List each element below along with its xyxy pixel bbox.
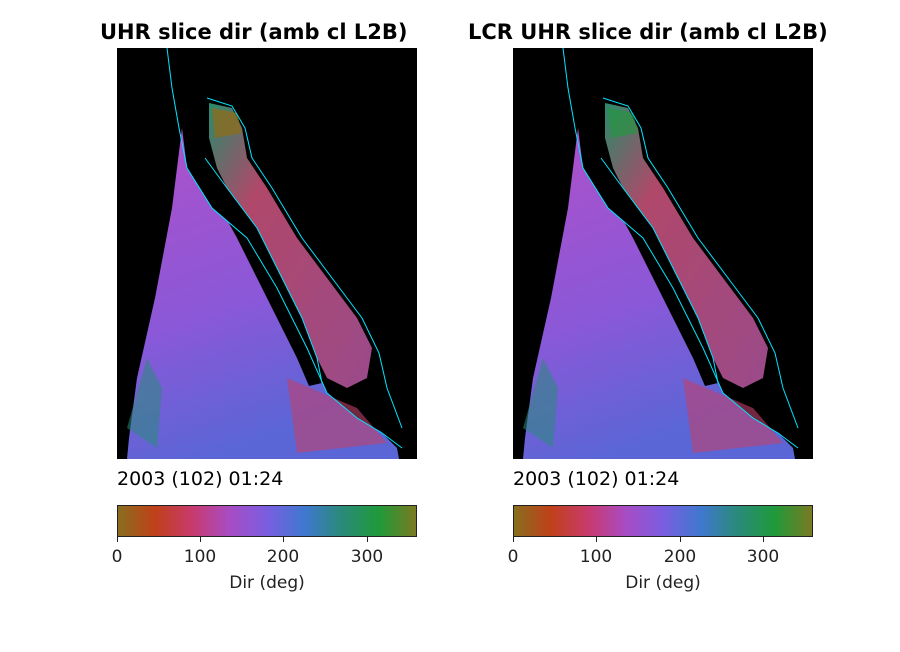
right-colorbar — [513, 505, 813, 537]
left-title: UHR slice dir (amb cl L2B) — [100, 20, 408, 44]
right-colorbar-tick-label: 0 — [507, 547, 519, 567]
right-colorbar-tick — [763, 537, 764, 542]
right-colorbar-tick-label: 300 — [746, 547, 780, 567]
right-title: LCR UHR slice dir (amb cl L2B) — [468, 20, 828, 44]
left-colorbar-tick — [200, 537, 201, 542]
left-colorbar-tick-label: 200 — [266, 547, 300, 567]
left-colorbar — [117, 505, 417, 537]
left-colorbar-tick — [367, 537, 368, 542]
right-colorbar-tick-label: 100 — [579, 547, 613, 567]
left-colorbar-label: Dir (deg) — [229, 573, 305, 593]
left-timestamp: 2003 (102) 01:24 — [117, 468, 284, 490]
right-colorbar-tick — [513, 537, 514, 542]
left-wind-direction-map — [117, 48, 417, 459]
right-panel: LCR UHR slice dir (amb cl L2B) — [468, 20, 828, 593]
right-timestamp: 2003 (102) 01:24 — [513, 468, 680, 490]
right-colorbar-label: Dir (deg) — [625, 573, 701, 593]
left-colorbar-tick — [283, 537, 284, 542]
left-colorbar-tick — [117, 537, 118, 542]
right-wind-direction-map — [513, 48, 813, 459]
left-colorbar-tick-label: 300 — [350, 547, 384, 567]
left-colorbar-tick-label: 100 — [183, 547, 217, 567]
left-colorbar-tick-label: 0 — [111, 547, 123, 567]
left-panel: UHR slice dir (amb cl L2B) — [100, 20, 417, 593]
right-colorbar-tick — [596, 537, 597, 542]
right-colorbar-tick — [680, 537, 681, 542]
right-colorbar-tick-label: 200 — [663, 547, 697, 567]
